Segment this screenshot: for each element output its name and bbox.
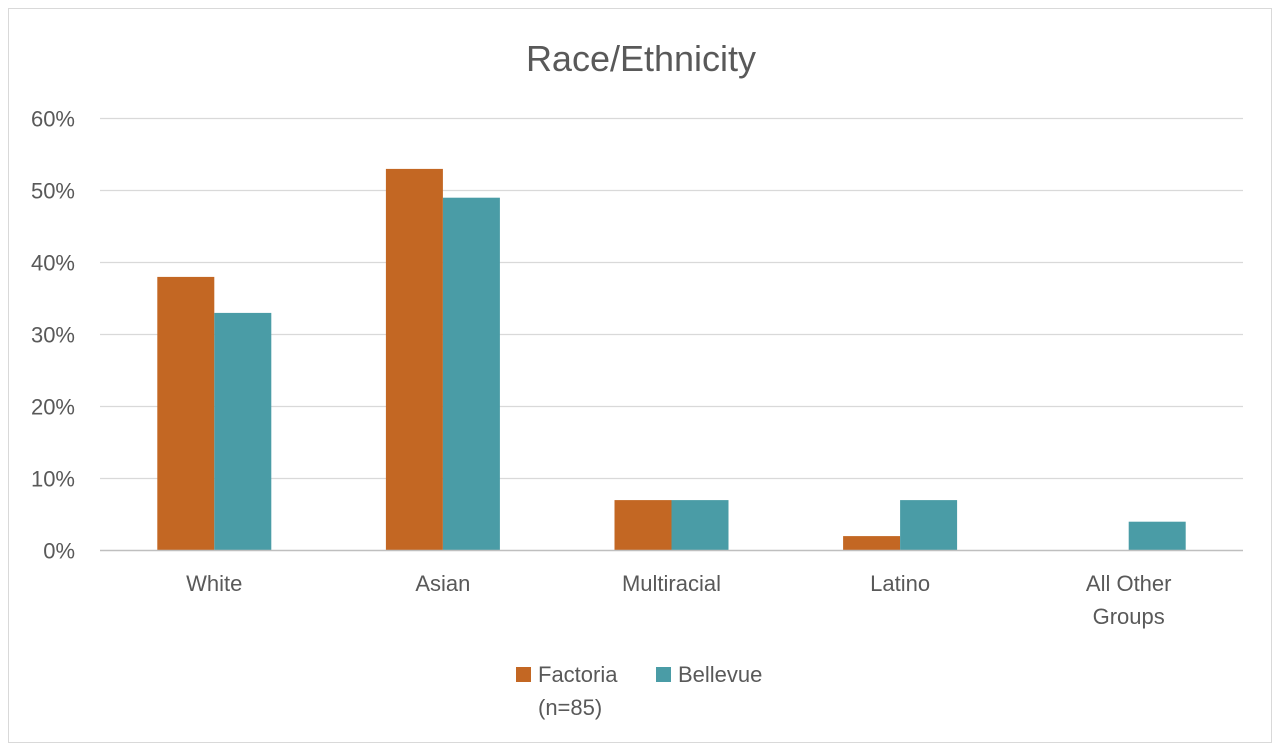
gridlines xyxy=(100,117,1243,480)
y-tick-label: 20% xyxy=(31,395,75,420)
x-axis-categories: White Asian Multiracial Latino All Other Grou… xyxy=(186,571,1171,629)
legend-label: Factoria xyxy=(538,662,618,687)
x-category-label: White xyxy=(186,571,242,596)
legend: Factoria (n=85) Bellevue xyxy=(516,662,762,720)
x-category-label: Asian xyxy=(415,571,470,596)
y-tick-label: 30% xyxy=(31,323,75,348)
y-tick-label: 40% xyxy=(31,251,75,276)
legend-label: (n=85) xyxy=(538,695,602,720)
bar xyxy=(843,536,901,551)
legend-label: Bellevue xyxy=(678,662,762,687)
bar xyxy=(385,168,443,551)
bar xyxy=(671,500,729,551)
x-category-label: Multiracial xyxy=(622,571,721,596)
bar xyxy=(1128,521,1186,551)
bar xyxy=(442,197,500,551)
x-category-label: All Other xyxy=(1086,571,1172,596)
y-tick-label: 50% xyxy=(31,179,75,204)
bar xyxy=(614,500,672,551)
legend-swatch xyxy=(656,667,671,682)
chart-title: Race/Ethnicity xyxy=(526,38,756,79)
y-axis-ticks: 0% 10% 20% 30% 40% 50% 60% xyxy=(31,107,75,564)
bar xyxy=(900,500,958,551)
bar xyxy=(214,312,272,551)
x-category-label: Latino xyxy=(870,571,930,596)
x-category-label: Groups xyxy=(1093,604,1165,629)
y-tick-label: 10% xyxy=(31,467,75,492)
y-tick-label: 0% xyxy=(43,539,75,564)
y-tick-label: 60% xyxy=(31,107,75,132)
bar xyxy=(157,276,215,551)
legend-swatch xyxy=(516,667,531,682)
bars xyxy=(157,168,1186,551)
